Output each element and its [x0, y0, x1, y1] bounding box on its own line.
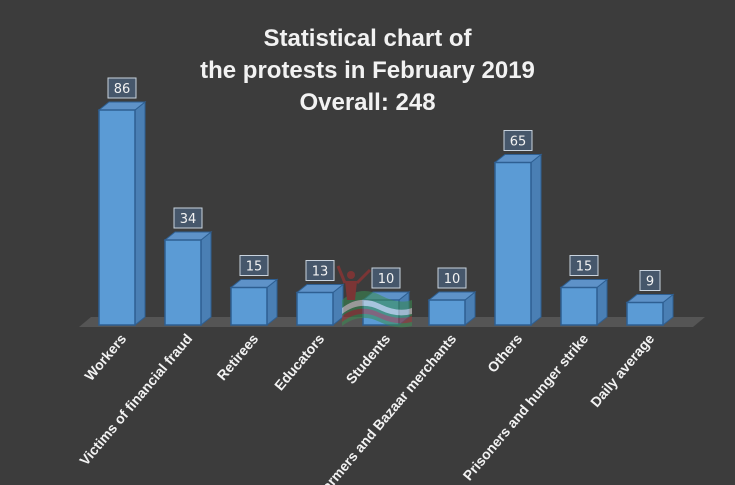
- data-label-box: [239, 255, 269, 276]
- data-label: 10: [371, 267, 401, 289]
- data-label-box: [107, 77, 137, 99]
- bar: [295, 283, 345, 327]
- data-label-text: 34: [180, 212, 197, 227]
- bar-side: [200, 230, 212, 327]
- chart-title-line-1: Statistical chart of: [263, 25, 472, 52]
- chart-title-line-3: Overall: 248: [299, 89, 436, 116]
- data-label-text: 10: [378, 272, 395, 287]
- bar-front: [626, 301, 664, 326]
- x-tick-label: Farmers and Bazaar merchants: [313, 330, 459, 485]
- data-label-text: 13: [312, 265, 329, 280]
- data-label: 13: [305, 260, 335, 281]
- bar: [427, 290, 477, 327]
- bar: [559, 278, 609, 327]
- data-label-box: [503, 130, 533, 151]
- bar-front: [230, 286, 268, 326]
- x-tick-label: Others: [484, 330, 525, 375]
- bar-side: [134, 100, 146, 327]
- x-tick-label: Students: [343, 330, 394, 386]
- protest-logo-watermark: [336, 265, 412, 328]
- chart-title-line-2: the protests in February 2019: [200, 57, 535, 84]
- bar: [97, 100, 147, 327]
- data-label-text: 86: [114, 82, 131, 97]
- data-label-text: 10: [444, 272, 461, 287]
- data-label: 34: [173, 207, 203, 229]
- x-tick-label: Workers: [81, 330, 129, 383]
- bar-front: [560, 286, 598, 326]
- bar-front: [296, 291, 334, 326]
- bar: [493, 153, 543, 327]
- bar: [625, 293, 675, 327]
- data-label: 65: [503, 130, 533, 151]
- data-label: 9: [639, 270, 661, 291]
- data-label: 86: [107, 77, 137, 99]
- data-label-text: 15: [246, 260, 263, 275]
- data-label-text: 65: [510, 135, 527, 150]
- data-label-box: [639, 270, 661, 291]
- data-label: 10: [437, 267, 467, 289]
- data-label-box: [173, 207, 203, 229]
- data-label: 15: [569, 255, 599, 276]
- x-tick-label: Victims of financial fraud: [76, 331, 195, 469]
- bar-front: [98, 109, 136, 326]
- x-tick-label: Prisoners and hunger strike: [460, 330, 592, 483]
- bar: [229, 278, 279, 327]
- data-label-text: 9: [646, 275, 654, 290]
- x-tick-label: Daily average: [587, 330, 657, 410]
- data-label-box: [305, 260, 335, 281]
- data-label-text: 15: [576, 260, 593, 275]
- bar-side: [530, 153, 542, 327]
- bar: [163, 230, 213, 327]
- bar-front: [494, 161, 532, 326]
- bar-front: [164, 239, 202, 326]
- x-tick-label: Educators: [271, 330, 327, 393]
- data-label-box: [569, 255, 599, 276]
- data-label: 15: [239, 255, 269, 276]
- bar-front: [428, 299, 466, 326]
- data-label-box: [371, 267, 401, 289]
- data-label-box: [437, 267, 467, 289]
- x-tick-label: Retirees: [214, 330, 262, 383]
